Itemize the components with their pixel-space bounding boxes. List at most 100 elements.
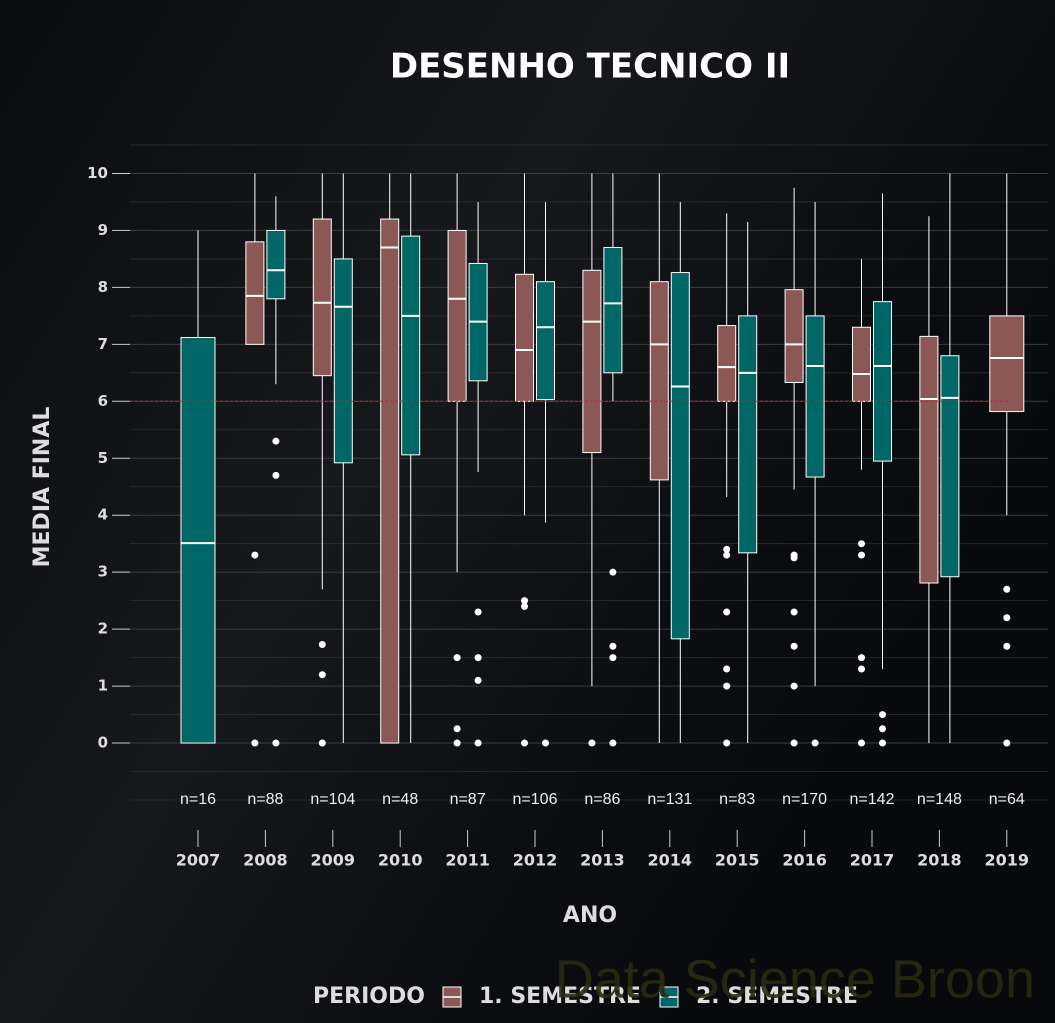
y-axis-label: MEDIA FINAL bbox=[30, 407, 55, 568]
outlier bbox=[251, 551, 259, 559]
box bbox=[852, 326, 871, 402]
outlier bbox=[723, 551, 731, 559]
x-tick-label: 2015 bbox=[715, 851, 760, 870]
outlier bbox=[474, 739, 482, 747]
outlier bbox=[1003, 642, 1011, 650]
outlier bbox=[474, 654, 482, 662]
outlier bbox=[521, 739, 528, 747]
box bbox=[603, 247, 623, 374]
outlier bbox=[318, 641, 326, 649]
legend-label: 1. SEMESTRE bbox=[479, 984, 641, 1009]
outlier bbox=[318, 671, 326, 679]
y-tick-label: 3 bbox=[98, 563, 108, 581]
outlier bbox=[1003, 739, 1011, 747]
n-label: n=83 bbox=[719, 791, 755, 808]
x-tick-label: 2017 bbox=[850, 851, 895, 870]
y-tick-label: 10 bbox=[87, 164, 108, 182]
outlier bbox=[318, 739, 326, 747]
x-axis-label: ANO bbox=[563, 903, 617, 928]
n-label: n=86 bbox=[584, 791, 620, 808]
outlier bbox=[453, 725, 461, 733]
y-tick-label: 0 bbox=[98, 734, 108, 752]
outlier bbox=[521, 597, 528, 605]
outlier bbox=[588, 739, 596, 747]
outlier bbox=[453, 654, 461, 662]
x-tick-label: 2011 bbox=[445, 851, 490, 870]
x-tick-label: 2019 bbox=[985, 851, 1030, 870]
box bbox=[738, 315, 758, 554]
x-tick-label: 2008 bbox=[243, 851, 288, 870]
box bbox=[717, 325, 737, 402]
x-tick-label: 2012 bbox=[513, 851, 558, 870]
n-label: n=16 bbox=[180, 791, 216, 808]
outlier bbox=[723, 665, 731, 673]
outlier bbox=[858, 654, 865, 662]
box bbox=[245, 241, 265, 345]
box bbox=[989, 315, 1025, 413]
outlier bbox=[879, 739, 886, 747]
x-tick-label: 2014 bbox=[648, 851, 693, 870]
box bbox=[333, 258, 353, 464]
n-label: n=131 bbox=[647, 791, 692, 808]
n-label: n=142 bbox=[850, 791, 895, 808]
outlier bbox=[474, 676, 482, 684]
outlier bbox=[858, 665, 865, 673]
n-label: n=148 bbox=[917, 791, 962, 808]
n-label: n=64 bbox=[989, 791, 1025, 808]
box bbox=[447, 229, 467, 402]
watermark: Data Science Broon bbox=[555, 949, 1035, 1009]
n-label: n=106 bbox=[513, 791, 558, 808]
outlier bbox=[474, 608, 482, 616]
box bbox=[649, 281, 669, 481]
outlier bbox=[521, 602, 528, 610]
outlier bbox=[272, 471, 280, 479]
outlier bbox=[1003, 614, 1011, 622]
n-label: n=48 bbox=[382, 791, 418, 808]
outlier bbox=[879, 711, 886, 719]
y-tick-label: 2 bbox=[98, 620, 108, 638]
outlier bbox=[251, 739, 259, 747]
legend-title: PERIODO bbox=[313, 984, 425, 1009]
outlier bbox=[790, 739, 798, 747]
outlier bbox=[879, 725, 886, 733]
box bbox=[266, 229, 286, 300]
y-tick-label: 8 bbox=[98, 278, 108, 296]
box bbox=[670, 272, 690, 640]
outlier bbox=[723, 545, 731, 553]
outlier bbox=[790, 554, 798, 562]
outlier bbox=[723, 739, 731, 747]
n-label: n=170 bbox=[782, 791, 827, 808]
outlier bbox=[453, 739, 461, 747]
outlier bbox=[609, 568, 617, 576]
outlier bbox=[858, 739, 865, 747]
box bbox=[919, 335, 939, 584]
x-tick-label: 2007 bbox=[176, 851, 221, 870]
outlier bbox=[609, 642, 617, 650]
n-label: n=87 bbox=[450, 791, 486, 808]
box bbox=[873, 301, 892, 462]
outlier bbox=[272, 739, 280, 747]
x-tick-label: 2009 bbox=[311, 851, 356, 870]
y-tick-label: 9 bbox=[98, 221, 108, 239]
box bbox=[805, 315, 825, 478]
y-tick-label: 4 bbox=[98, 506, 108, 524]
x-tick-label: 2010 bbox=[378, 851, 423, 870]
box bbox=[401, 235, 421, 456]
outlier bbox=[609, 739, 617, 747]
outlier bbox=[272, 437, 280, 445]
y-tick-label: 5 bbox=[98, 449, 108, 467]
outlier bbox=[723, 608, 731, 616]
legend-label: 2. SEMESTRE bbox=[696, 984, 858, 1009]
n-label: n=104 bbox=[310, 791, 355, 808]
y-tick-label: 1 bbox=[98, 677, 108, 695]
x-tick-label: 2018 bbox=[917, 851, 962, 870]
outlier bbox=[1003, 585, 1011, 593]
outlier bbox=[858, 540, 865, 548]
n-label: n=88 bbox=[247, 791, 283, 808]
outlier bbox=[723, 682, 731, 690]
chart-title: DESENHO TECNICO II bbox=[390, 47, 790, 87]
y-tick-label: 7 bbox=[98, 335, 108, 353]
y-tick-label: 6 bbox=[98, 392, 108, 410]
